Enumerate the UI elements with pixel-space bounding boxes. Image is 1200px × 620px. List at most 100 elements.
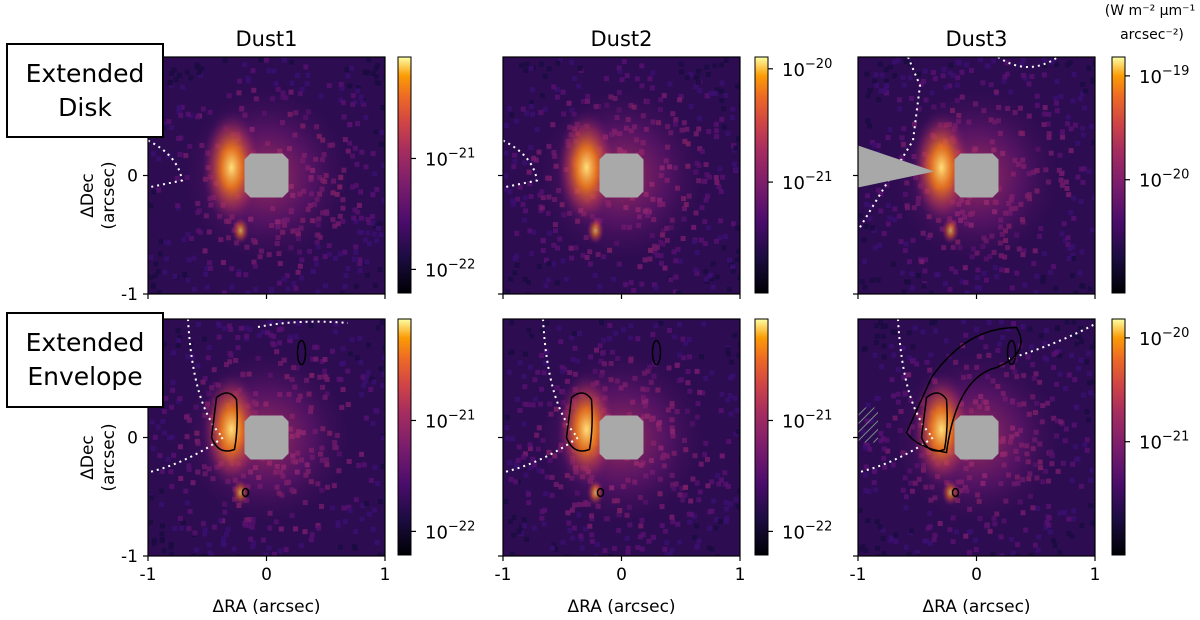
heatmap-pixel bbox=[354, 283, 360, 289]
heatmap-pixel bbox=[153, 261, 159, 267]
heatmap-pixel bbox=[1073, 444, 1079, 450]
heatmap-pixel bbox=[242, 62, 248, 68]
heatmap-pixel bbox=[709, 508, 715, 514]
heatmap-pixel bbox=[983, 277, 989, 283]
heatmap-pixel bbox=[1046, 503, 1052, 509]
heatmap-pixel bbox=[863, 224, 869, 230]
heatmap-pixel bbox=[523, 472, 529, 478]
heatmap-pixel bbox=[901, 289, 907, 294]
heatmap-pixel bbox=[511, 532, 517, 538]
heatmap-pixel bbox=[185, 277, 191, 283]
heatmap-pixel bbox=[1070, 516, 1076, 522]
heatmap-pixel bbox=[523, 67, 529, 73]
heatmap-pixel bbox=[1050, 59, 1056, 65]
heatmap-pixel bbox=[529, 100, 535, 106]
heatmap-pixel bbox=[1089, 520, 1095, 526]
heatmap-pixel bbox=[341, 114, 347, 120]
heatmap-pixel bbox=[664, 540, 670, 546]
heatmap-pixel bbox=[168, 404, 174, 410]
heatmap-pixel bbox=[900, 75, 906, 81]
heatmap-pixel bbox=[516, 528, 522, 534]
heatmap-pixel bbox=[1065, 62, 1071, 68]
heatmap-pixel bbox=[1086, 380, 1092, 386]
heatmap-pixel bbox=[281, 57, 287, 63]
heatmap-pixel bbox=[872, 352, 878, 358]
heatmap-pixel bbox=[344, 67, 350, 73]
heatmap-pixel bbox=[714, 133, 720, 139]
heatmap-pixel bbox=[734, 257, 740, 263]
heatmap-pixel bbox=[1071, 72, 1077, 78]
central-mask bbox=[244, 415, 289, 460]
heatmap-pixel bbox=[947, 527, 953, 533]
heatmap-pixel bbox=[373, 408, 379, 414]
heatmap-pixel bbox=[1086, 65, 1092, 71]
bright-knot bbox=[941, 478, 960, 507]
heatmap-pixel bbox=[887, 215, 893, 221]
heatmap-pixel bbox=[1086, 371, 1092, 377]
heatmap-pixel bbox=[593, 553, 599, 556]
heatmap-pixel bbox=[1076, 334, 1082, 340]
heatmap-pixel bbox=[1071, 195, 1077, 201]
heatmap-pixel bbox=[686, 337, 692, 343]
y-tick-label: 0 bbox=[127, 429, 138, 449]
heatmap-pixel bbox=[245, 75, 251, 81]
heatmap-pixel bbox=[883, 67, 889, 73]
heatmap-pixel bbox=[546, 261, 552, 267]
heatmap-pixel bbox=[381, 371, 385, 377]
heatmap-pixel bbox=[723, 518, 729, 524]
colorbar-tick-label: 10−21 bbox=[782, 408, 832, 432]
heatmap-pixel bbox=[528, 65, 534, 71]
heatmap-pixel bbox=[1070, 461, 1076, 467]
heatmap-pixel bbox=[509, 198, 515, 204]
heatmap-pixel bbox=[513, 479, 519, 485]
bright-arc bbox=[201, 109, 262, 226]
heatmap-pixel bbox=[1088, 123, 1094, 129]
heatmap-pixel bbox=[1074, 456, 1080, 462]
heatmap-pixel bbox=[691, 239, 697, 245]
heatmap-pixel bbox=[508, 476, 514, 482]
heatmap-pixel bbox=[1079, 523, 1085, 529]
heatmap-pixel bbox=[675, 521, 681, 527]
heatmap-pixel bbox=[909, 358, 915, 364]
heatmap-pixel bbox=[880, 333, 886, 339]
heatmap-pixel bbox=[714, 516, 720, 522]
heatmap-pixel bbox=[176, 72, 182, 78]
heatmap-pixel bbox=[947, 70, 953, 76]
heatmap-pixel bbox=[667, 551, 673, 556]
heatmap-pixel bbox=[572, 345, 578, 351]
heatmap-pixel bbox=[619, 77, 625, 83]
heatmap-pixel bbox=[544, 349, 550, 355]
heatmap-image bbox=[148, 57, 385, 294]
heatmap-pixel bbox=[168, 125, 174, 131]
heatmap-pixel bbox=[250, 68, 256, 74]
heatmap-pixel bbox=[1023, 527, 1029, 533]
heatmap-pixel bbox=[148, 275, 154, 281]
heatmap-pixel bbox=[967, 550, 973, 556]
heatmap-pixel bbox=[1062, 385, 1068, 391]
heatmap-pixel bbox=[696, 497, 702, 503]
heatmap-pixel bbox=[1069, 477, 1075, 483]
heatmap-pixel bbox=[694, 523, 700, 529]
heatmap-pixel bbox=[380, 104, 385, 110]
heatmap-pixel bbox=[266, 545, 272, 551]
heatmap-pixel bbox=[694, 250, 700, 256]
x-tick-label: -1 bbox=[850, 565, 867, 585]
heatmap-pixel bbox=[366, 57, 372, 63]
heatmap-pixel bbox=[289, 80, 295, 86]
heatmap-pixel bbox=[719, 477, 725, 483]
heatmap-pixel bbox=[597, 284, 603, 290]
heatmap-pixel bbox=[217, 517, 223, 523]
heatmap-pixel bbox=[173, 77, 179, 83]
heatmap-pixel bbox=[889, 535, 895, 541]
heatmap-pixel bbox=[887, 127, 893, 133]
heatmap-pixel bbox=[251, 540, 257, 546]
heatmap-pixel bbox=[185, 354, 191, 360]
heatmap-pixel bbox=[726, 439, 732, 445]
heatmap-pixel bbox=[677, 97, 683, 103]
dotted-boundary bbox=[858, 57, 922, 232]
heatmap-pixel bbox=[862, 445, 868, 451]
y-axis-label: ΔDec(arcsec) bbox=[78, 423, 119, 491]
heatmap-pixel bbox=[329, 348, 335, 354]
heatmap-pixel bbox=[370, 192, 376, 198]
heatmap-pixel bbox=[874, 323, 880, 329]
